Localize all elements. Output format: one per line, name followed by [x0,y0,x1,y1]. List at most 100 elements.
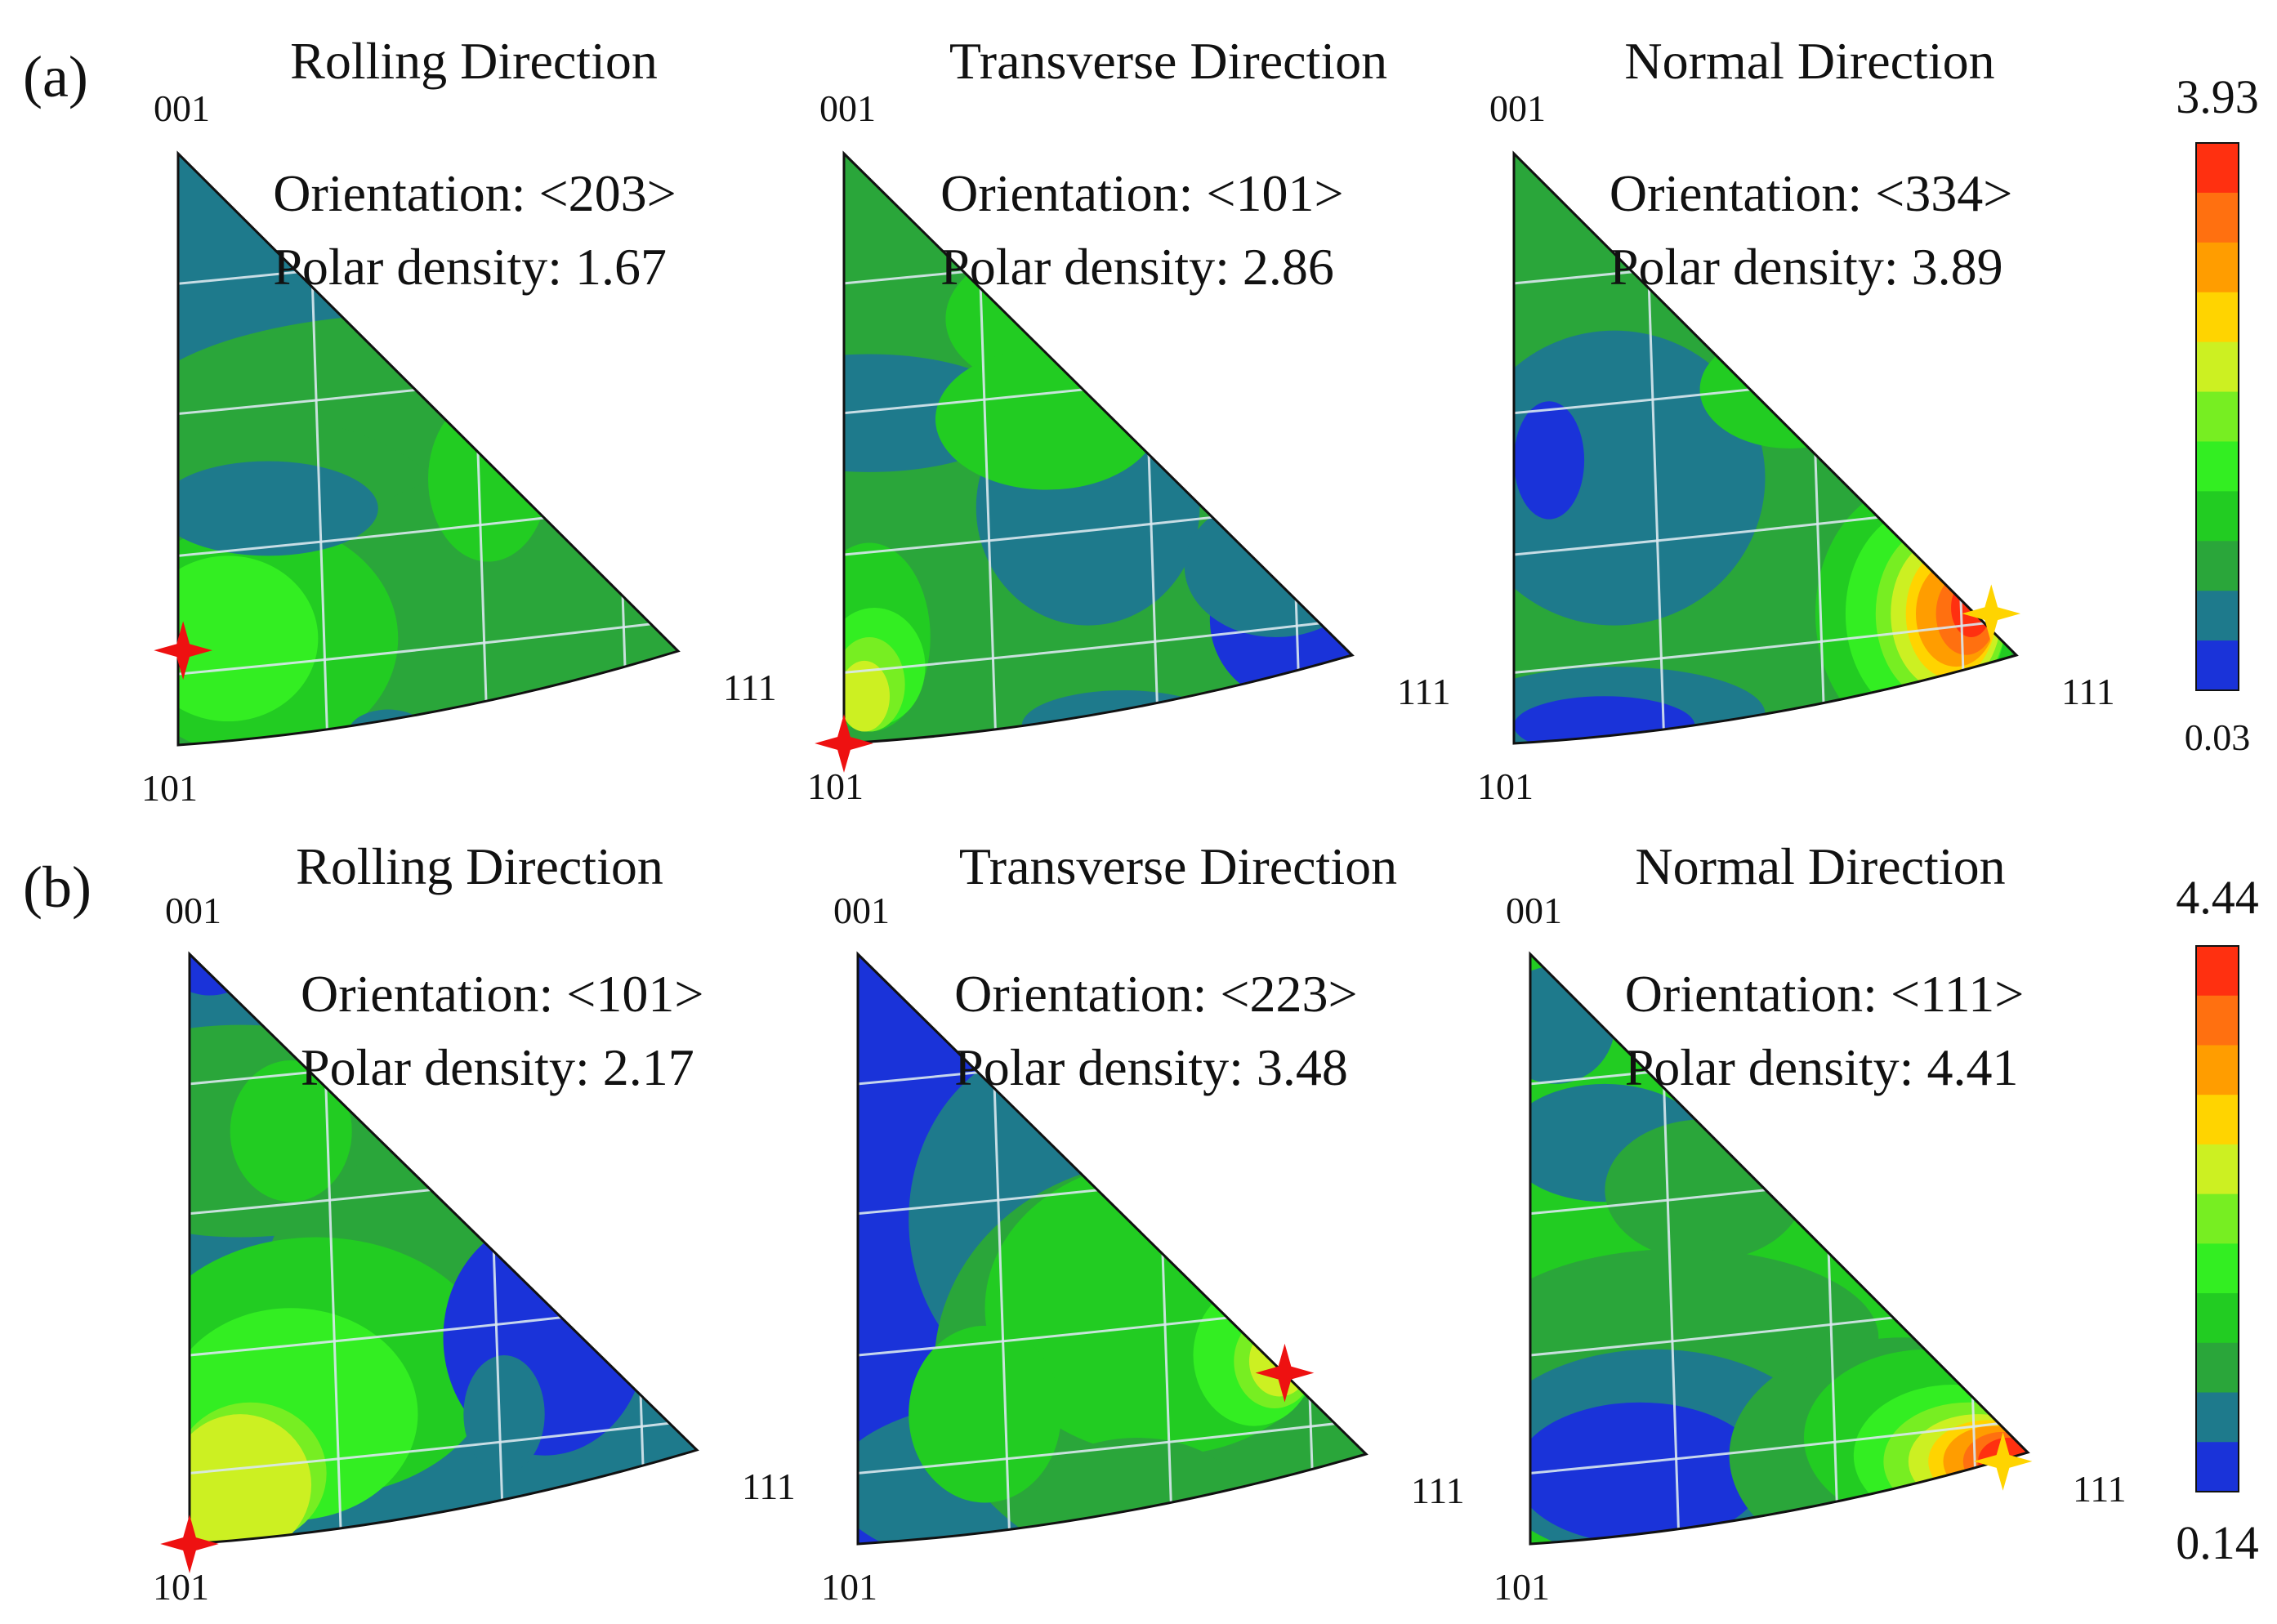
contour-region [1530,1402,1765,1544]
pole-label-001: 001 [833,890,890,931]
pole-label-111: 111 [1411,1470,1465,1511]
orientation-annotation: Orientation: <334> [1610,164,2012,222]
orientation-annotation: Orientation: <101> [940,164,1343,222]
ipf-0-1: 001 101 111 Transverse Direction Orientation… [807,32,1451,807]
polar-density-annotation: Polar density: 4.41 [1625,1038,2019,1096]
pole-label-101: 101 [807,765,864,807]
colorbar-step [2196,292,2239,343]
colorbar-step [2196,995,2239,1046]
ipf-0-2: 001 101 111 Normal Direction Orientation: <3… [1477,32,2115,807]
colorbar-0: 3.93 0.03 [2176,70,2259,758]
contour-region [1021,690,1226,743]
ipf-outline [1512,150,2019,745]
polar-density-annotation: Polar density: 2.17 [301,1038,694,1096]
colorbar-step [2196,591,2239,641]
colorbar-step [2196,242,2239,293]
colorbar-step [2196,491,2239,542]
pole-label-101: 101 [1493,1566,1550,1608]
peak-marker-icon [160,1515,219,1573]
colorbar-1: 4.44 0.14 [2176,871,2259,1569]
contour-region [230,1060,352,1202]
colorbar-step [2196,341,2239,393]
ipf-contours [190,954,697,1544]
pole-label-101: 101 [1477,765,1534,807]
colorbar-step [2196,441,2239,492]
pole-label-001: 001 [154,87,210,129]
pole-label-001: 001 [165,890,221,931]
colorbar-step [2196,1392,2239,1443]
ipf-grid-line [178,619,678,676]
pole-label-111: 111 [2061,671,2115,712]
ipf-grid-line [1530,1418,2028,1475]
peak-marker-icon [1973,1432,2033,1491]
polar-density-annotation: Polar density: 1.67 [273,238,667,296]
polar-density-annotation: Polar density: 3.48 [954,1038,1348,1096]
ipf-1-0: 001 101 111 Rolling Direction Orientation: <… [153,837,796,1608]
colorbar-step [2196,1243,2239,1294]
peak-marker-icon [1962,584,2021,644]
pole-label-001: 001 [1489,87,1546,129]
pole-label-101: 101 [153,1566,209,1608]
ipf-outline [842,150,1355,745]
ipf-outline [856,951,1368,1546]
contour-region [1248,1325,1310,1397]
colorbar-step [2196,946,2239,997]
figure-title: Rolling Direction [296,837,663,895]
contour-region [190,954,251,996]
ipf-outline [1529,951,2030,1546]
contour-region [463,1354,545,1474]
ipf-grid-line [844,618,1352,674]
figure-title: Transverse Direction [959,837,1397,895]
orientation-annotation: Orientation: <101> [301,965,703,1023]
pole-label-111: 111 [742,1466,796,1507]
contour-region [1530,966,1615,1084]
contour-region [178,461,378,556]
colorbar-outline [2195,142,2239,691]
peak-marker-icon [815,714,873,773]
figure-title: Rolling Direction [290,32,658,90]
panel-label-b: (b) [23,854,92,920]
figure-title: Normal Direction [1635,837,2005,895]
ipf-grid-line [858,1418,1366,1475]
contour-region [348,709,429,745]
colorbar-step [2196,1045,2239,1095]
colorbar-step [2196,1442,2239,1492]
polar-density-annotation: Polar density: 2.86 [940,238,1334,296]
colorbar-step [2196,1095,2239,1145]
contour-region [844,660,890,732]
ipf-1-1: 001 101 111 Transverse Direction Orientation… [821,837,1465,1608]
pole-label-111: 111 [723,667,777,708]
colorbar-step [2196,1342,2239,1394]
colorbar-max-label: 4.44 [2176,871,2259,924]
peak-marker-icon [154,621,212,680]
ipf-grid-line [190,1418,697,1475]
peak-marker-icon [1255,1343,1315,1403]
contour-region [1035,1438,1239,1544]
panel-label-a: (a) [23,44,88,109]
pole-label-101: 101 [821,1566,877,1608]
pole-label-001: 001 [1506,890,1562,931]
polar-density-annotation: Polar density: 3.89 [1610,238,2003,296]
ipf-outline [176,150,681,747]
colorbar-step [2196,143,2239,194]
colorbar-step [2196,1293,2239,1344]
contour-region [190,1414,312,1544]
contour-region [1605,1119,1804,1261]
contour-region [1514,401,1585,520]
colorbar-min-label: 0.03 [2185,716,2251,758]
ipf-grid-line [1514,618,2016,674]
colorbar-step [2196,391,2239,442]
pole-label-111: 111 [2073,1468,2127,1510]
ipf-1-2: 001 101 111 Normal Direction Orientation: <1… [1493,837,2127,1608]
contour-region [178,555,319,722]
colorbar-step [2196,192,2239,243]
figure-title: Normal Direction [1624,32,1994,90]
orientation-annotation: Orientation: <223> [954,965,1357,1023]
colorbar-step [2196,541,2239,591]
ipf-outline [188,951,699,1546]
colorbar-max-label: 3.93 [2176,70,2259,123]
pole-label-001: 001 [819,87,876,129]
figure-title: Transverse Direction [949,32,1387,90]
pole-label-101: 101 [141,767,198,809]
